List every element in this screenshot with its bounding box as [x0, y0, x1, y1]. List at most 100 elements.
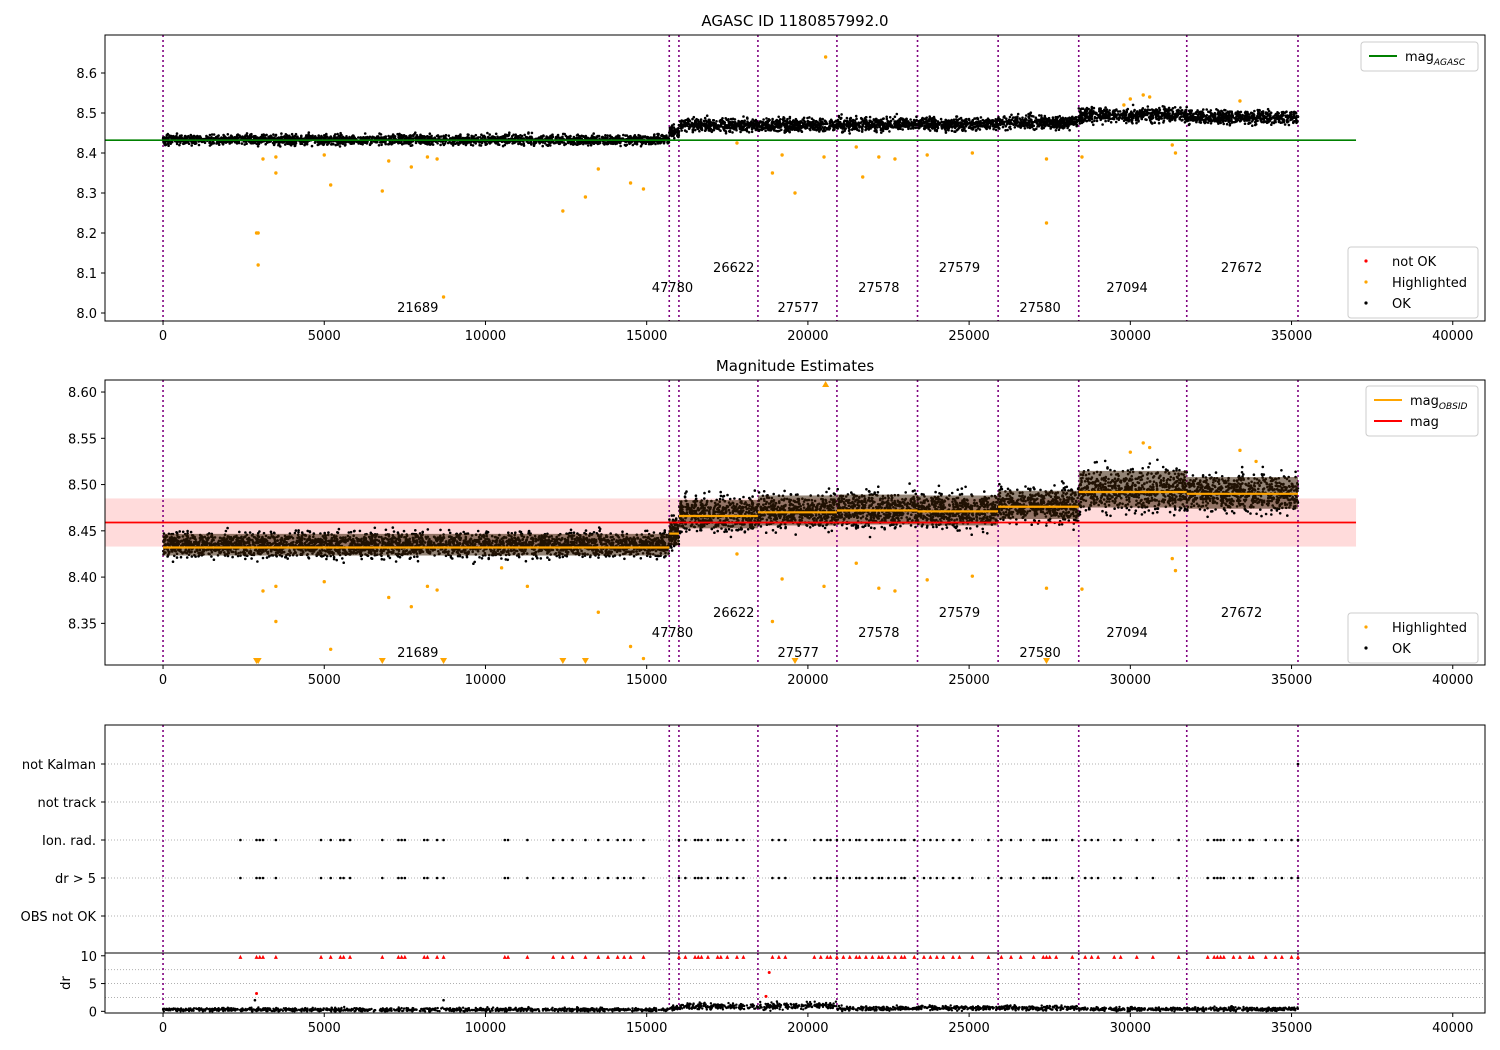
ok-point [925, 119, 929, 122]
ok-point [561, 135, 564, 139]
ok-point [962, 128, 966, 131]
ok-point [777, 115, 780, 119]
ok-point [901, 118, 905, 121]
ok-point [529, 140, 533, 144]
ok-point [1173, 106, 1177, 109]
ok-point [853, 119, 857, 122]
ok-point [810, 117, 814, 120]
ok-point [688, 119, 692, 123]
ok-point [307, 131, 311, 134]
ok-point [350, 135, 354, 138]
ok-point [165, 136, 168, 139]
ok-point [953, 130, 956, 133]
ok-point [888, 130, 891, 133]
ok-point [1069, 117, 1073, 120]
ok-point [944, 131, 948, 134]
ok-point [390, 135, 393, 138]
ok-point [670, 130, 674, 133]
ok-point [339, 142, 342, 145]
ok-point [474, 133, 478, 137]
ok-point [760, 121, 764, 124]
ok-point [781, 123, 784, 126]
ok-point [248, 134, 251, 138]
ok-point [1146, 105, 1150, 108]
ok-point [657, 136, 660, 140]
ok-point [745, 129, 749, 133]
ok-point [766, 119, 769, 123]
ok-point [1095, 119, 1099, 123]
ok-point [625, 143, 629, 147]
ok-point [746, 117, 749, 120]
ok-point [673, 128, 676, 131]
ok-point [911, 122, 915, 125]
ok-point [1055, 126, 1058, 129]
ok-point [519, 142, 522, 145]
ok-point [238, 135, 242, 138]
ok-point [921, 123, 924, 126]
ok-point [1092, 123, 1095, 127]
ok-point [750, 130, 754, 134]
ok-point [484, 143, 488, 146]
ok-point [1140, 117, 1143, 120]
ok-point [426, 135, 429, 138]
ok-point [942, 123, 945, 127]
ok-point [936, 122, 939, 126]
ok-point [833, 128, 836, 131]
ok-point [379, 136, 383, 140]
ok-point [914, 126, 917, 130]
ok-point [850, 128, 854, 131]
ok-point [540, 136, 544, 140]
ok-point [469, 143, 473, 147]
ok-point [955, 115, 959, 118]
ok-point [782, 120, 786, 123]
ok-point [210, 133, 214, 136]
ok-point [1130, 120, 1133, 124]
ok-point [1028, 114, 1031, 117]
ok-point [1078, 117, 1081, 121]
ok-point [819, 119, 822, 123]
ok-point [250, 132, 253, 136]
ok-point [556, 135, 559, 138]
ok-point [949, 122, 953, 126]
ok-point [731, 120, 734, 124]
ok-point [436, 142, 439, 145]
ok-point [1153, 121, 1156, 124]
ok-point [259, 141, 263, 144]
ok-point [316, 136, 320, 140]
ok-point [1015, 121, 1019, 125]
ok-point [633, 134, 637, 137]
ok-point [862, 122, 866, 125]
ok-point [654, 142, 657, 146]
ok-point [378, 132, 381, 135]
ok-point [690, 121, 694, 125]
ok-point [800, 130, 804, 133]
ok-point [230, 141, 233, 144]
ok-point [1133, 108, 1136, 112]
ok-point [455, 141, 459, 145]
ok-point [939, 117, 943, 121]
ok-point [527, 131, 530, 134]
ok-point [400, 142, 404, 145]
ok-point [930, 120, 934, 123]
ok-point [731, 131, 734, 134]
ok-point [486, 135, 490, 139]
ok-point [895, 112, 899, 116]
ok-point [296, 135, 299, 138]
ok-point [864, 128, 867, 132]
ok-point [938, 121, 942, 125]
ok-point [283, 143, 287, 146]
ok-point [944, 118, 947, 122]
ok-point [568, 140, 572, 144]
ok-point [686, 117, 690, 121]
ok-point [343, 144, 347, 147]
ok-point [609, 141, 612, 144]
ok-point [380, 143, 383, 147]
ok-point [1067, 123, 1070, 126]
ok-point [1080, 118, 1083, 121]
ok-point [687, 121, 690, 125]
ok-point [591, 135, 594, 138]
ok-point [269, 134, 273, 138]
ok-point [628, 142, 631, 146]
ok-point [955, 123, 958, 126]
